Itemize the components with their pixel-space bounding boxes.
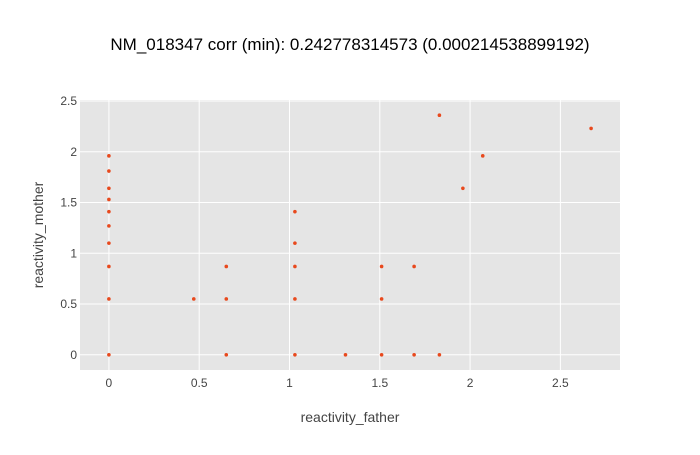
- x-tick-label: 0: [106, 376, 113, 390]
- x-tick-label: 1.5: [371, 376, 388, 390]
- y-axis-title: reactivity_mother: [30, 181, 46, 288]
- x-axis-title: reactivity_father: [301, 409, 400, 425]
- data-point[interactable]: [107, 224, 111, 228]
- y-tick-label: 2.5: [60, 94, 77, 108]
- y-tick-label: 1: [70, 246, 77, 260]
- x-tick-label: 1: [286, 376, 293, 390]
- data-point[interactable]: [379, 297, 384, 301]
- data-point[interactable]: [107, 352, 111, 357]
- data-point[interactable]: [107, 241, 111, 245]
- data-point[interactable]: [224, 297, 229, 301]
- data-point[interactable]: [293, 209, 297, 214]
- data-point[interactable]: [412, 352, 416, 357]
- data-point[interactable]: [107, 154, 111, 158]
- data-point[interactable]: [107, 264, 111, 269]
- data-point[interactable]: [589, 126, 593, 131]
- data-point[interactable]: [107, 209, 111, 214]
- data-points: [107, 113, 593, 357]
- y-tick-label: 2: [70, 145, 77, 159]
- data-point[interactable]: [379, 352, 384, 357]
- data-point[interactable]: [293, 352, 297, 357]
- data-point[interactable]: [480, 154, 485, 158]
- y-tick-label: 0.5: [60, 297, 77, 311]
- data-point[interactable]: [107, 297, 111, 301]
- data-point[interactable]: [412, 264, 416, 269]
- data-point[interactable]: [461, 186, 465, 191]
- data-point[interactable]: [379, 264, 384, 269]
- data-point[interactable]: [293, 241, 297, 245]
- x-tick-label: 2.5: [552, 376, 569, 390]
- y-tick-label: 1.5: [60, 196, 77, 210]
- data-point[interactable]: [224, 352, 229, 357]
- data-point[interactable]: [224, 264, 229, 269]
- tick-labels: 0 0.5 1 1.5 2 2.5 0 0.5 1 1.5 2 2.5: [60, 94, 569, 390]
- data-point[interactable]: [107, 169, 111, 173]
- data-point[interactable]: [107, 197, 111, 202]
- y-tick-label: 0: [70, 348, 77, 362]
- data-point[interactable]: [107, 186, 111, 191]
- data-point[interactable]: [437, 113, 442, 118]
- plot-area: [80, 100, 620, 370]
- x-tick-label: 0.5: [191, 376, 208, 390]
- data-point[interactable]: [293, 297, 297, 301]
- chart-title: NM_018347 corr (min): 0.242778314573 (0.…: [110, 35, 589, 54]
- data-point[interactable]: [293, 264, 297, 269]
- x-tick-label: 2: [467, 376, 474, 390]
- grid-lines: [80, 100, 620, 370]
- data-point[interactable]: [191, 297, 196, 301]
- data-point[interactable]: [343, 352, 348, 357]
- data-point[interactable]: [437, 352, 442, 357]
